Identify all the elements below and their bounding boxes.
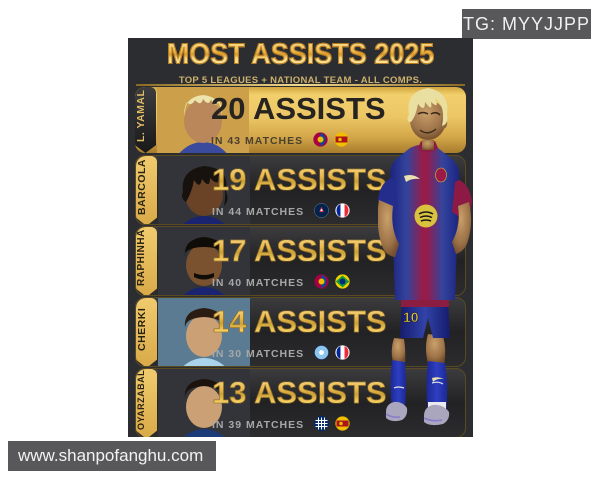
svg-text:10: 10 — [403, 309, 419, 325]
